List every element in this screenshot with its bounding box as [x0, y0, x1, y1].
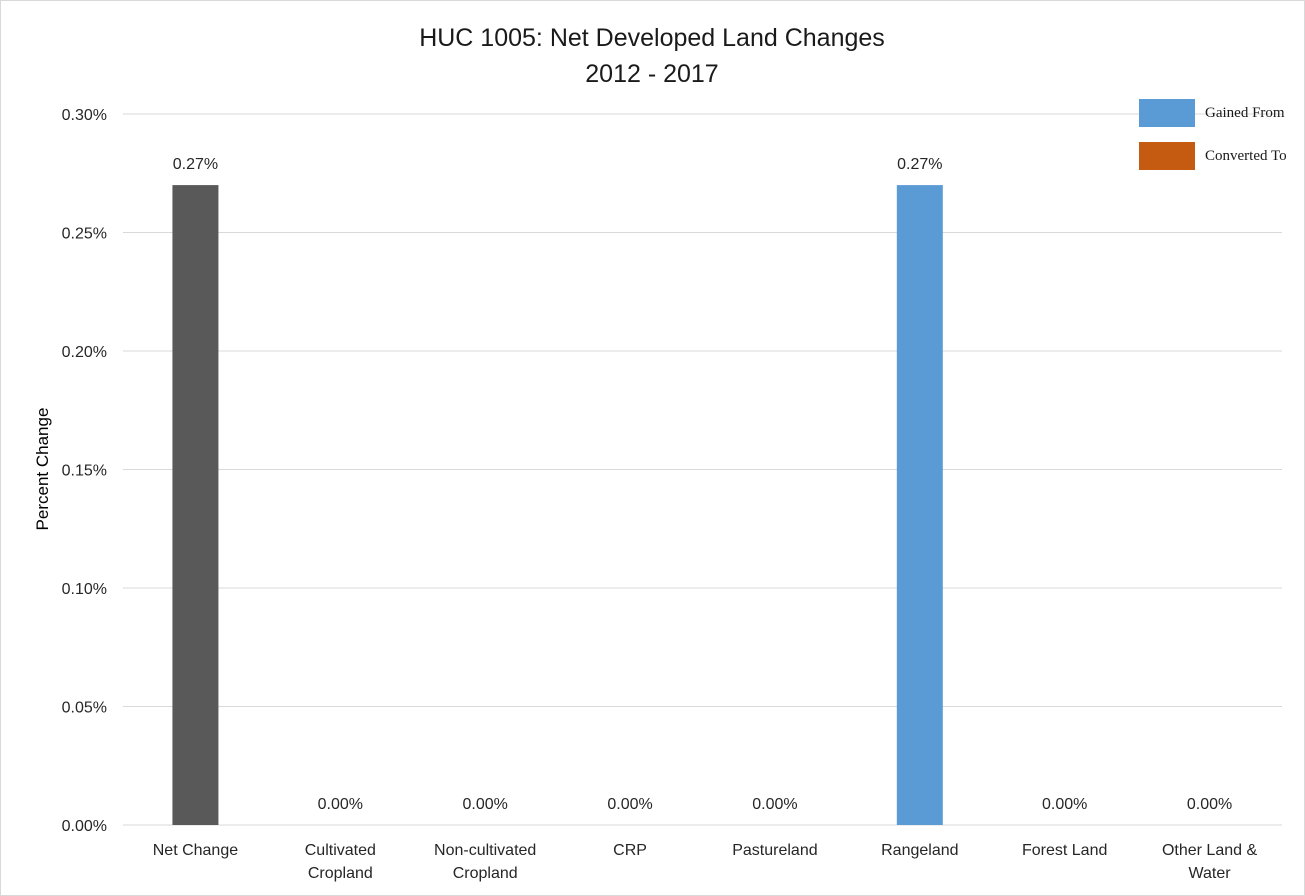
x-tick-label: Rangeland	[881, 842, 958, 859]
x-tick-label: Cultivated	[305, 842, 376, 859]
legend: Gained From Converted To	[1139, 99, 1287, 170]
data-label: 0.27%	[173, 156, 218, 173]
y-tick-label: 0.10%	[62, 581, 107, 598]
x-tick-label: Water	[1189, 865, 1232, 882]
data-label: 0.00%	[1187, 796, 1232, 813]
y-tick-label: 0.15%	[62, 463, 107, 480]
x-tick-label: Cropland	[308, 865, 373, 882]
data-label: 0.00%	[1042, 796, 1087, 813]
bars	[172, 185, 943, 826]
legend-label: Converted To	[1205, 148, 1287, 164]
y-tick-label: 0.20%	[62, 344, 107, 361]
data-label: 0.00%	[607, 796, 652, 813]
data-label: 0.00%	[318, 796, 363, 813]
chart-subtitle: 2012 - 2017	[585, 60, 718, 88]
legend-swatch	[1139, 99, 1195, 127]
y-tick-label: 0.30%	[62, 107, 107, 124]
x-tick-label: Forest Land	[1022, 842, 1107, 859]
y-tick-label: 0.25%	[62, 226, 107, 243]
chart-title: HUC 1005: Net Developed Land Changes	[419, 24, 885, 52]
y-axis-ticks: 0.00% 0.05% 0.10% 0.15% 0.20% 0.25% 0.30%	[62, 107, 107, 835]
bar	[172, 185, 219, 826]
data-label: 0.00%	[752, 796, 797, 813]
y-axis-label: Percent Change	[33, 408, 52, 531]
x-tick-label: Pastureland	[732, 842, 817, 859]
x-tick-label: CRP	[613, 842, 647, 859]
legend-swatch	[1139, 142, 1195, 170]
y-tick-label: 0.00%	[62, 818, 107, 835]
x-tick-label: Non-cultivated	[434, 842, 536, 859]
bar	[896, 185, 943, 826]
gridlines	[123, 113, 1282, 826]
x-tick-label: Cropland	[453, 865, 518, 882]
y-tick-label: 0.05%	[62, 700, 107, 717]
data-label: 0.00%	[463, 796, 508, 813]
x-axis-ticks: Net Change Cultivated Cropland Non-cultivat…	[153, 842, 1258, 882]
data-labels: 0.27% 0.00% 0.00% 0.00% 0.00% 0.27% 0.00% 0.00%	[173, 156, 1233, 813]
x-tick-label: Net Change	[153, 842, 238, 859]
legend-label: Gained From	[1205, 105, 1285, 121]
x-tick-label: Other Land &	[1162, 842, 1258, 859]
data-label: 0.27%	[897, 156, 942, 173]
